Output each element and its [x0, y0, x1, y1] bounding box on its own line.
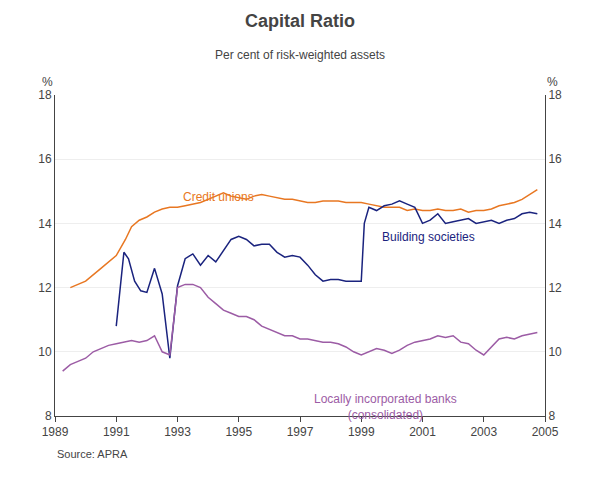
- svg-text:14: 14: [548, 217, 562, 231]
- svg-text:18: 18: [38, 88, 52, 102]
- svg-text:1989: 1989: [42, 425, 69, 439]
- svg-text:12: 12: [548, 281, 562, 295]
- svg-text:2001: 2001: [409, 425, 436, 439]
- svg-text:2005: 2005: [532, 425, 559, 439]
- svg-text:1995: 1995: [225, 425, 252, 439]
- svg-text:16: 16: [38, 152, 52, 166]
- svg-text:Per cent of risk-weighted asse: Per cent of risk-weighted assets: [215, 48, 385, 62]
- svg-text:10: 10: [548, 345, 562, 359]
- svg-text:12: 12: [38, 281, 52, 295]
- svg-text:Source: APRA: Source: APRA: [57, 448, 128, 460]
- svg-text:8: 8: [548, 409, 555, 423]
- svg-text:Credit unions: Credit unions: [183, 190, 254, 204]
- svg-text:Capital Ratio: Capital Ratio: [245, 11, 355, 31]
- svg-text:10: 10: [38, 345, 52, 359]
- svg-text:Locally incorporated banks(con: Locally incorporated banks(consolidated): [314, 392, 457, 422]
- svg-text:18: 18: [548, 88, 562, 102]
- svg-text:16: 16: [548, 152, 562, 166]
- svg-text:1991: 1991: [103, 425, 130, 439]
- svg-text:2003: 2003: [470, 425, 497, 439]
- svg-text:1993: 1993: [164, 425, 191, 439]
- svg-text:Building societies: Building societies: [382, 230, 475, 244]
- svg-text:14: 14: [38, 217, 52, 231]
- svg-text:1997: 1997: [287, 425, 314, 439]
- svg-text:%: %: [42, 75, 53, 89]
- svg-text:8: 8: [45, 409, 52, 423]
- svg-text:%: %: [547, 75, 558, 89]
- svg-text:1999: 1999: [348, 425, 375, 439]
